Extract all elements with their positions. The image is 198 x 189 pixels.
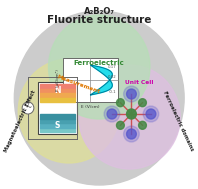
Text: 0.02: 0.02 <box>108 75 117 79</box>
Bar <box>40 123 75 128</box>
Bar <box>40 93 75 98</box>
Circle shape <box>146 109 156 119</box>
Circle shape <box>116 121 124 129</box>
Bar <box>40 128 75 132</box>
Circle shape <box>107 109 117 119</box>
Bar <box>40 114 75 119</box>
Text: S: S <box>55 121 60 130</box>
Text: Ferroelectric domains: Ferroelectric domains <box>162 90 194 152</box>
Circle shape <box>139 121 146 129</box>
Circle shape <box>104 106 120 122</box>
Bar <box>40 84 75 88</box>
Text: N: N <box>54 86 61 95</box>
Text: Ferroelectric: Ferroelectric <box>74 60 125 66</box>
Text: A₂B₂O₇: A₂B₂O₇ <box>84 6 115 15</box>
Text: Fluorite structure: Fluorite structure <box>47 15 151 25</box>
Circle shape <box>127 109 136 119</box>
Bar <box>40 98 75 102</box>
Circle shape <box>79 65 180 169</box>
Text: Unit Cell: Unit Cell <box>125 81 153 85</box>
Circle shape <box>124 86 139 102</box>
Text: ~: ~ <box>25 104 31 112</box>
Circle shape <box>139 99 146 107</box>
Text: Measurement: Measurement <box>56 74 101 94</box>
Circle shape <box>124 126 139 142</box>
FancyBboxPatch shape <box>63 58 118 102</box>
Circle shape <box>116 99 124 107</box>
FancyBboxPatch shape <box>38 82 77 134</box>
Text: Magnetoelectric Effect: Magnetoelectric Effect <box>4 89 37 153</box>
Circle shape <box>127 89 136 99</box>
Text: E (V/cm): E (V/cm) <box>81 105 100 109</box>
Circle shape <box>22 102 34 114</box>
Circle shape <box>127 129 136 139</box>
Circle shape <box>18 59 120 163</box>
Circle shape <box>143 106 159 122</box>
Polygon shape <box>90 65 112 95</box>
Text: -0.1: -0.1 <box>109 90 117 94</box>
Circle shape <box>14 11 184 185</box>
Bar <box>40 119 75 123</box>
Text: 0.17: 0.17 <box>108 65 117 69</box>
Circle shape <box>49 15 150 119</box>
Text: P (μC/cm²): P (μC/cm²) <box>56 69 60 91</box>
Bar <box>40 89 75 93</box>
